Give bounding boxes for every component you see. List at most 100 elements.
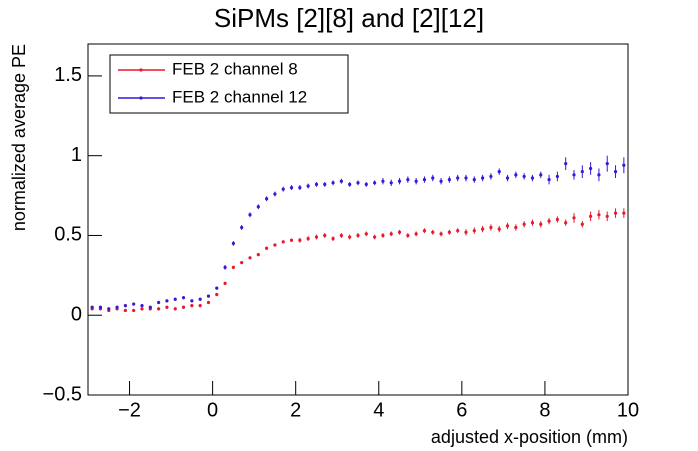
data-point [389, 181, 393, 185]
data-point [373, 235, 377, 239]
data-point [173, 297, 177, 301]
data-point [589, 214, 593, 218]
data-point [605, 214, 609, 218]
data-point [447, 178, 451, 182]
data-point [331, 237, 335, 241]
data-point [580, 170, 584, 174]
data-point [173, 307, 177, 311]
data-point [348, 235, 352, 239]
data-point [181, 305, 186, 309]
data-point [530, 176, 535, 180]
data-point [522, 222, 526, 226]
data-point [298, 185, 302, 190]
data-point [622, 163, 626, 167]
data-point [273, 243, 277, 247]
data-point [397, 179, 402, 183]
legend-marker [139, 68, 143, 72]
data-point [622, 211, 626, 215]
data-point [132, 302, 136, 306]
data-point [339, 179, 343, 183]
data-point [489, 174, 493, 179]
data-point [555, 174, 559, 179]
data-point [530, 221, 535, 225]
data-point [389, 232, 393, 236]
data-point [248, 256, 252, 260]
data-point [414, 232, 418, 236]
x-tick-label: 2 [290, 399, 301, 421]
data-point [456, 176, 460, 180]
data-point [123, 308, 127, 313]
legend-label: FEB 2 channel 12 [172, 87, 307, 106]
data-point [514, 225, 518, 230]
data-point [555, 217, 559, 222]
data-point [314, 235, 319, 239]
data-point [306, 237, 310, 241]
data-point [256, 253, 260, 257]
data-point [140, 304, 144, 308]
data-point [339, 233, 343, 238]
data-point [107, 307, 111, 311]
data-point [381, 233, 385, 238]
y-tick-label: 0.5 [54, 224, 82, 246]
data-point [547, 178, 551, 182]
data-point [256, 205, 260, 209]
data-point [206, 300, 211, 305]
data-point [281, 187, 285, 191]
data-point [181, 296, 186, 300]
data-point [364, 182, 368, 186]
y-axis-label: normalized average PE [9, 44, 29, 231]
data-point [497, 170, 501, 174]
data-point [265, 197, 269, 201]
data-point [505, 224, 510, 228]
data-point [589, 166, 593, 171]
data-point [497, 227, 501, 231]
data-point [140, 307, 144, 311]
legend-label: FEB 2 channel 8 [172, 59, 298, 78]
data-point [90, 305, 94, 309]
data-point [481, 176, 485, 180]
data-point [547, 219, 551, 223]
x-tick-label: 8 [539, 399, 550, 421]
data-point [481, 227, 485, 231]
data-point [323, 233, 327, 238]
data-point [439, 232, 443, 236]
data-point [215, 292, 219, 297]
x-tick-label: −2 [118, 399, 141, 421]
data-point [98, 305, 103, 309]
data-point [157, 300, 161, 305]
data-point [306, 184, 310, 188]
data-point [447, 230, 451, 234]
data-point [215, 286, 219, 290]
data-point [348, 182, 352, 186]
x-tick-label: 6 [456, 399, 467, 421]
data-point [597, 173, 601, 177]
data-point [489, 225, 493, 230]
data-point [289, 185, 294, 190]
data-point [148, 305, 152, 309]
data-point [431, 176, 435, 180]
data-point [281, 240, 285, 244]
x-axis-label: adjusted x-position (mm) [431, 427, 628, 447]
data-point [431, 230, 435, 234]
data-point [539, 173, 543, 177]
data-point [597, 213, 601, 217]
data-point [364, 232, 368, 236]
data-point [314, 182, 319, 186]
y-tick-label: 1 [71, 144, 82, 166]
data-point [273, 192, 277, 196]
data-point [564, 162, 568, 166]
data-point [165, 305, 169, 309]
data-point [464, 230, 468, 234]
data-point [422, 178, 427, 182]
data-point [514, 173, 518, 177]
data-point [464, 176, 468, 180]
data-point [165, 299, 169, 303]
data-point [564, 221, 568, 225]
data-point [190, 304, 194, 308]
data-point [439, 179, 443, 183]
data-point [580, 222, 584, 226]
data-point [472, 229, 476, 233]
data-point [289, 238, 294, 242]
y-tick-label: −0.5 [43, 383, 82, 405]
